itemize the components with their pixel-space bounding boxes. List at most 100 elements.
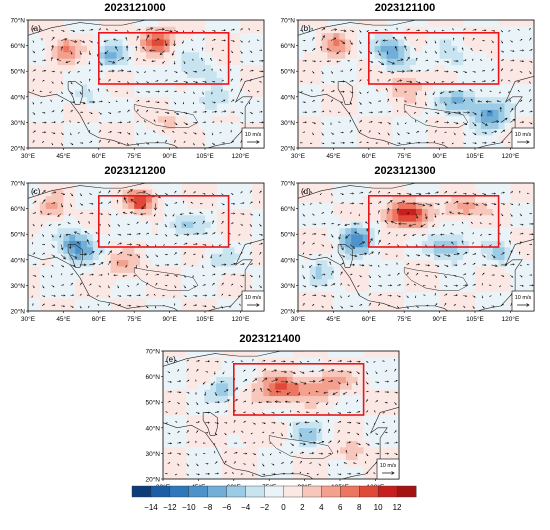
panel-e: 2023121400 (e)70°N60°N50°N40°N30°N20°N30… (135, 333, 405, 513)
lat-label: 60°N (10, 205, 25, 213)
lon-label: 30°E (21, 152, 36, 160)
lon-label: 105°E (196, 152, 214, 160)
colorbar-swatch (207, 485, 228, 498)
colorbar-swatch (150, 485, 171, 498)
lat-label: 40°N (10, 256, 25, 264)
panel-title: 2023121000 (104, 2, 166, 14)
reference-vector-box (241, 290, 265, 312)
lat-label: 30°N (10, 282, 25, 290)
study-area-box (98, 194, 230, 248)
lat-label: 40°N (280, 256, 295, 264)
panel-title: 2023121100 (374, 2, 436, 14)
study-area-box (368, 194, 500, 248)
lat-label: 40°N (280, 93, 295, 101)
lon-label: 90°E (163, 152, 178, 160)
lat-label: 70°N (145, 348, 160, 356)
lon-label: 120°E (502, 315, 520, 323)
wind-vectors (302, 190, 534, 309)
lon-label: 45°E (326, 315, 341, 323)
lat-label: 70°N (10, 180, 25, 188)
colorbar-swatch (245, 485, 265, 498)
shading-field (298, 20, 534, 148)
lon-label: 120°E (502, 152, 520, 160)
map-panel-a: (a) 70°N 60°N 50°N 40°N 30°N 20°N30°E 45°E 60°E 7… (10, 17, 265, 160)
lon-label: 30°E (21, 315, 36, 323)
colorbar-swatch (396, 485, 417, 498)
map-panel-d: (d) 70°N 60°N 50°N 40°N 30°N 20°N30°E 45°E 60°E 7… (280, 180, 535, 323)
lat-label: 20°N (10, 145, 25, 153)
lon-label: 60°E (92, 152, 107, 160)
lon-label: 60°E (362, 315, 377, 323)
panel-tag: (e) (166, 355, 176, 364)
wind-vectors (31, 189, 264, 309)
colorbar-swatch (226, 485, 246, 498)
lon-label: 90°E (433, 315, 448, 323)
map-panel-b: (b) 70°N 60°N 50°N 40°N 30°N 20°N30°E 45°E 60°E 7… (280, 17, 535, 160)
wind-vectors (32, 27, 264, 146)
colorbar-tick-label: −2 (260, 503, 270, 512)
colorbar-tick-label: 10 (374, 503, 383, 512)
lat-label: 70°N (280, 17, 295, 25)
wind-vectors (299, 27, 533, 145)
panel-d: 2023121300 (d) 70°N 60°N 50°N 40°N 30°N 20°N 30… (270, 165, 540, 345)
panel-tag: (b) (301, 24, 311, 33)
panel-tag: (d) (301, 187, 311, 196)
lat-label: 20°N (280, 145, 295, 153)
study-area-box (368, 31, 500, 85)
lat-label: 30°N (280, 119, 295, 127)
colorbar-tick-label: −14 (144, 503, 158, 512)
map-panel-e: (e)70°N60°N50°N40°N30°N20°N30°E45°E60°E7… (145, 348, 400, 491)
reference-vector-label: 10 m/s (515, 132, 532, 138)
reference-vector-box (511, 290, 535, 312)
reference-vector-label: 10 m/s (380, 463, 397, 469)
lat-label: 30°N (10, 119, 25, 127)
lon-label: 60°E (92, 315, 107, 323)
reference-vector-label: 10 m/s (245, 295, 262, 301)
lon-label: 90°E (163, 315, 178, 323)
lon-label: 75°E (397, 315, 412, 323)
reference-vector-box (511, 127, 535, 149)
colorbar-tick-label: 2 (300, 503, 305, 512)
reference-vector-box (376, 458, 400, 480)
map-frame (27, 182, 265, 312)
lat-label: 40°N (145, 424, 160, 432)
lat-label: 60°N (10, 42, 25, 50)
panel-tag: (a) (31, 24, 41, 33)
lon-label: 60°E (362, 152, 377, 160)
panel-title: 2023121200 (104, 165, 166, 177)
panel-title: 2023121400 (239, 333, 301, 345)
panel-b: 2023121100 (b) 70°N 60°N 50°N 40°N 30°N 20°N 30… (270, 2, 540, 182)
colorbar-tick-label: 8 (357, 503, 362, 512)
colorbar-swatch (169, 485, 190, 498)
lat-label: 40°N (10, 93, 25, 101)
study-area-box (233, 362, 365, 416)
lat-label: 50°N (280, 231, 295, 239)
panel-a: 2023121000 (a) 70°N 60°N 50°N 40°N 30°N 20°N 30… (0, 2, 270, 182)
lat-label: 20°N (10, 308, 25, 316)
colorbar-swatch (264, 485, 284, 498)
colorbar-swatch (340, 485, 360, 498)
lon-label: 120°E (232, 315, 250, 323)
colorbar: −14 −12 −10 −8 −6 −4 −2 0 2 4 6 8 10 12 (131, 485, 417, 512)
lat-label: 50°N (10, 68, 25, 76)
lon-label: 120°E (232, 152, 250, 160)
colorbar-tick-label: −12 (163, 503, 177, 512)
lon-label: 45°E (56, 315, 71, 323)
lon-label: 30°E (291, 315, 306, 323)
reference-vector-label: 10 m/s (515, 295, 532, 301)
colorbar-swatch (188, 485, 209, 498)
colorbar-swatch (377, 485, 398, 498)
panel-c: 2023121200 (c) 70°N 60°N 50°N 40°N 30°N 20°N 30… (0, 165, 270, 345)
lon-label: 30°E (291, 152, 306, 160)
lat-label: 70°N (10, 17, 25, 25)
reference-vector-box (241, 127, 265, 149)
lon-label: 45°E (56, 152, 71, 160)
shading-field (28, 20, 264, 148)
lat-label: 30°N (145, 450, 160, 458)
colorbar-swatch (358, 485, 379, 498)
lat-label: 20°N (280, 308, 295, 316)
lon-label: 75°E (397, 152, 412, 160)
map-frame (27, 19, 265, 149)
colorbar-tick-label: 0 (281, 503, 286, 512)
lat-label: 60°N (280, 205, 295, 213)
